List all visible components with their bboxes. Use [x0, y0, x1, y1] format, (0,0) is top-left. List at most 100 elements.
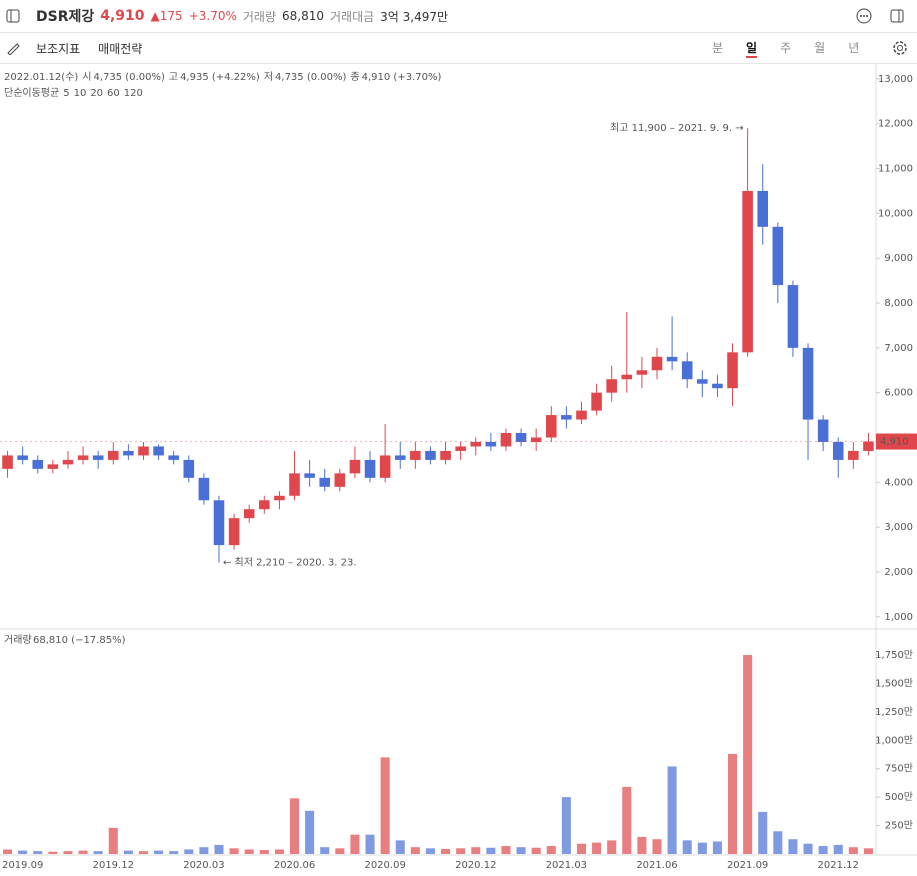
volume-bar — [773, 831, 783, 854]
y-tick-label: 1,750만 — [875, 649, 913, 661]
volume-bar — [607, 840, 617, 854]
volume-bar — [863, 848, 873, 854]
volume-bar — [758, 811, 768, 854]
candle-body — [697, 379, 708, 384]
toolbar: 보조지표 매매전략 분 일 주 월 년 — [0, 33, 917, 64]
tools: 보조지표 매매전략 — [36, 40, 142, 57]
volume-bar — [244, 849, 254, 854]
tool-button[interactable]: 보조지표 — [36, 41, 81, 56]
candle-body — [681, 361, 693, 380]
candle-body — [817, 419, 829, 442]
volume-bar — [93, 851, 103, 854]
ma-legend: 10 — [74, 88, 87, 99]
volume-bar — [320, 847, 330, 854]
volume-bar — [48, 851, 58, 854]
candle-body — [863, 441, 874, 451]
y-tick-label: 250만 — [885, 820, 913, 832]
period-tab[interactable]: 월 — [814, 40, 826, 55]
candle-body — [2, 455, 13, 469]
y-tick-label: 1,000만 — [875, 734, 913, 746]
y-tick-label: 2,000 — [884, 567, 913, 578]
candle-body — [17, 455, 28, 460]
candle-body — [636, 370, 648, 375]
volume-bar — [229, 848, 239, 854]
volume-bar — [214, 844, 224, 854]
candle-body — [62, 459, 74, 465]
sidebar-icon[interactable] — [6, 9, 20, 23]
more-icon[interactable] — [856, 8, 872, 24]
candle-body — [364, 459, 376, 478]
y-tick-label: 1,000 — [884, 612, 913, 623]
volume-bar — [561, 797, 571, 854]
info-value: 4,910 (+3.70%) — [362, 72, 442, 83]
candle-body — [455, 446, 466, 451]
volume-bar — [576, 843, 587, 854]
ma-legend: 20 — [90, 88, 103, 99]
volume-bar — [123, 850, 133, 854]
candle-body — [772, 226, 784, 286]
volume-bar — [365, 834, 375, 854]
tool-button[interactable]: 매매전략 — [98, 41, 143, 56]
volume-bar — [184, 849, 194, 854]
candle-body — [848, 450, 859, 460]
x-tick-label: 2019.09 — [2, 860, 43, 871]
volume-label: 거래량 — [242, 9, 276, 24]
settings-icon[interactable] — [892, 40, 908, 56]
candle-body — [727, 352, 738, 389]
candle-body — [213, 500, 225, 546]
x-tick-label: 2021.03 — [546, 860, 587, 871]
info-label: 시 — [82, 71, 91, 83]
candle-body — [92, 455, 104, 460]
volume-bar — [637, 836, 647, 854]
info-value: 4,735 (0.00%) — [275, 72, 346, 83]
volume-bar — [274, 849, 284, 854]
candle-body — [32, 459, 44, 469]
candle-body — [198, 477, 210, 501]
period-tab[interactable]: 일 — [746, 39, 758, 58]
period-tab[interactable]: 주 — [780, 40, 792, 55]
x-tick-label: 2021.12 — [818, 860, 859, 871]
y-tick-label: 3,000 — [884, 522, 913, 533]
candle-body — [107, 450, 119, 460]
draw-icon[interactable] — [6, 41, 20, 55]
candle-body — [530, 437, 542, 442]
period-tab[interactable]: 분 — [712, 40, 724, 55]
last-price-box — [876, 433, 917, 450]
volume-bar — [592, 842, 602, 854]
candle-body — [832, 441, 844, 460]
volume-bar — [788, 839, 798, 854]
info-value: 4,735 (0.00%) — [93, 72, 164, 83]
volume-bar — [425, 848, 435, 854]
volume-title: 거래량 — [4, 634, 32, 646]
volume-bar — [848, 847, 858, 854]
volume-bar — [456, 848, 466, 854]
candle-body — [712, 383, 723, 389]
y-tick-label: 1,500만 — [875, 677, 913, 689]
volume-bar — [818, 846, 828, 854]
volume-bar — [803, 843, 813, 854]
volume-bar — [259, 850, 269, 854]
x-tick-label: 2021.06 — [636, 860, 677, 871]
stock-name: DSR제강 — [36, 9, 95, 25]
panel-icon[interactable] — [890, 9, 904, 23]
candle-body — [349, 459, 361, 474]
volume-bar — [531, 847, 541, 854]
ma-legend: 60 — [107, 88, 120, 99]
y-tick-label: 8,000 — [884, 298, 913, 309]
ma-legend: 5 — [63, 88, 69, 99]
candle-body — [304, 473, 315, 478]
volume-bar — [350, 834, 360, 854]
candle-body — [319, 477, 331, 487]
volume-bar — [546, 846, 556, 854]
x-tick-label: 2019.12 — [93, 860, 134, 871]
volume-bar — [501, 846, 511, 854]
candle-body — [606, 379, 617, 393]
period-tab[interactable]: 년 — [848, 40, 860, 55]
volume-bar — [682, 840, 692, 854]
candle-body — [153, 446, 164, 456]
candle-body — [591, 392, 602, 411]
volume-bar — [63, 851, 73, 854]
y-tick-label: 13,000 — [878, 74, 913, 85]
